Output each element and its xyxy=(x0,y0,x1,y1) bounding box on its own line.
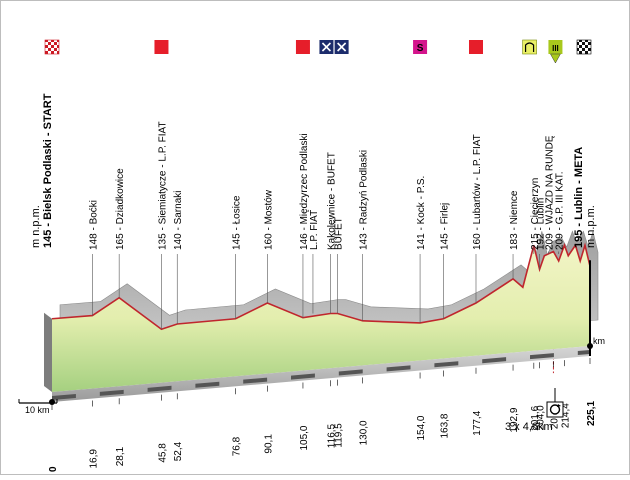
scale-bar-label: 10 km xyxy=(25,405,50,415)
km-label: 225,1 xyxy=(586,401,597,426)
finish-label: 195 - Lublin - META xyxy=(573,147,585,248)
km-label: 16,9 xyxy=(88,449,99,469)
place-label: 146 - Międzyrzec Podlaski xyxy=(299,133,310,250)
place-labels: 148 - Boćki 165 - Dziadkowice 135 - Siemia… xyxy=(88,121,565,330)
km-label: 52,4 xyxy=(173,441,184,461)
place-label: 145 - Firlej xyxy=(439,203,450,250)
finish-flag-icon xyxy=(576,39,592,55)
place-label: 183 - Niemce xyxy=(509,190,520,250)
profile-fill xyxy=(52,245,590,392)
road-dash xyxy=(52,393,76,400)
climb-iii-icon: III xyxy=(548,40,563,64)
finish-name: Lublin - META xyxy=(573,147,585,220)
place-label: 209 - G.P. III KAT. xyxy=(554,171,565,250)
place-label: 145 - Łosice xyxy=(232,195,243,250)
km-label: 45,8 xyxy=(157,443,168,463)
km-label: 119,5 xyxy=(334,423,345,448)
red-square-icon xyxy=(468,40,483,54)
bonus-square xyxy=(295,40,310,54)
feed-cross-b xyxy=(337,42,347,52)
circuit-icon xyxy=(546,388,564,418)
climb-pointer xyxy=(550,53,561,64)
red-square-icon xyxy=(295,40,310,54)
circuit-entry-icon xyxy=(522,39,537,55)
scale-bar: 10 km xyxy=(18,399,58,415)
km-label: 214,4 xyxy=(560,403,571,428)
start-label: 145 - Bielsk Podlaski - START xyxy=(42,93,54,248)
place-label: 160 - Lubartów - L.P. FIAT xyxy=(472,134,483,250)
red-square-icon xyxy=(154,40,169,54)
circuit-note: 3 x 4,6km xyxy=(505,421,553,433)
km-label: 0 xyxy=(48,466,59,472)
finish-flag-body xyxy=(576,39,592,55)
place-label: 135 - Siemiatycze - L.P. FIAT xyxy=(157,121,168,250)
place-label: 141 - Kock - P.S. xyxy=(416,176,427,250)
feed-cross-b xyxy=(321,42,332,52)
km-label: 192,9 xyxy=(509,407,520,432)
finish-sep: - xyxy=(573,220,585,230)
unit-label-left: m n.p.m. xyxy=(30,205,42,248)
km-label: 130,0 xyxy=(359,420,370,445)
start-elevation: 145 xyxy=(42,230,54,248)
place-label: 148 - Boćki xyxy=(88,200,99,250)
finish-dot xyxy=(587,343,593,349)
sprint-square xyxy=(413,40,428,54)
road-dash xyxy=(434,361,459,368)
bonus-square xyxy=(154,40,169,54)
km-label: 177,4 xyxy=(472,410,483,435)
profile-side xyxy=(44,312,52,392)
road-dash xyxy=(291,373,315,380)
place-label: 165 - Dziadkowice xyxy=(115,168,126,250)
place-label: 215 - Ciecierzyn xyxy=(530,178,541,250)
road-dash xyxy=(99,389,124,396)
km-label: 90,1 xyxy=(263,434,274,454)
place-label: 209 - WJAZD NA RUNDĘ xyxy=(544,135,555,250)
circuit-arch xyxy=(524,42,535,52)
unit-label-right: m n.p.m. xyxy=(585,205,597,248)
road-dash xyxy=(243,377,268,384)
place-label: 160 - Mostów xyxy=(263,189,274,250)
km-label: 204,0 xyxy=(536,405,547,430)
km-label: 116,5 xyxy=(326,423,337,448)
start-name: Bielsk Podlaski - START xyxy=(42,93,54,220)
road-dash xyxy=(530,353,554,360)
km-label: 163,8 xyxy=(439,413,450,438)
place-label: 143 - Radzyń Podlaski xyxy=(359,150,370,250)
climb-category: III xyxy=(552,44,559,53)
road-surface xyxy=(52,346,590,402)
sprint-letter: S xyxy=(417,43,424,54)
start-flag-body xyxy=(44,39,60,55)
km-axis-labels: 0 16,9 28,1 45,8 52,4 76,8 90,1 105,0 116,5119,5… xyxy=(48,358,597,472)
road-dash xyxy=(338,369,363,376)
start-flag-icon xyxy=(44,39,60,55)
km-label: 28,1 xyxy=(115,446,126,466)
place-label: 140 - Sarnaki xyxy=(173,191,184,250)
km-unit-label: km xyxy=(593,336,605,346)
finish-elevation: 195 xyxy=(573,230,585,248)
event-markers: S III xyxy=(44,39,592,64)
climb-square xyxy=(548,40,563,54)
feed-zone-icon xyxy=(319,40,334,54)
km-label: 154,0 xyxy=(416,415,427,440)
road-dash xyxy=(195,381,220,388)
road-dash xyxy=(482,357,507,364)
road-dash xyxy=(386,365,411,372)
bonus-square xyxy=(468,40,483,54)
km-label: 76,8 xyxy=(232,436,243,456)
circuit-square xyxy=(522,39,537,55)
place-label: L.P. FIAT xyxy=(309,210,320,250)
place-label: BUFET xyxy=(334,217,345,250)
road-dash xyxy=(147,385,172,392)
feed-zone-icon xyxy=(334,40,349,54)
road-base xyxy=(49,260,593,405)
place-label: 192 - Lublin xyxy=(536,198,547,250)
place-label: Kąkolewnice - BUFET xyxy=(326,152,337,250)
km-label: 201,6 xyxy=(530,405,541,430)
start-sep: - xyxy=(42,220,54,230)
road-dash xyxy=(577,350,590,356)
sprint-s-icon: S xyxy=(413,40,428,54)
km-label: 105,0 xyxy=(299,425,310,450)
